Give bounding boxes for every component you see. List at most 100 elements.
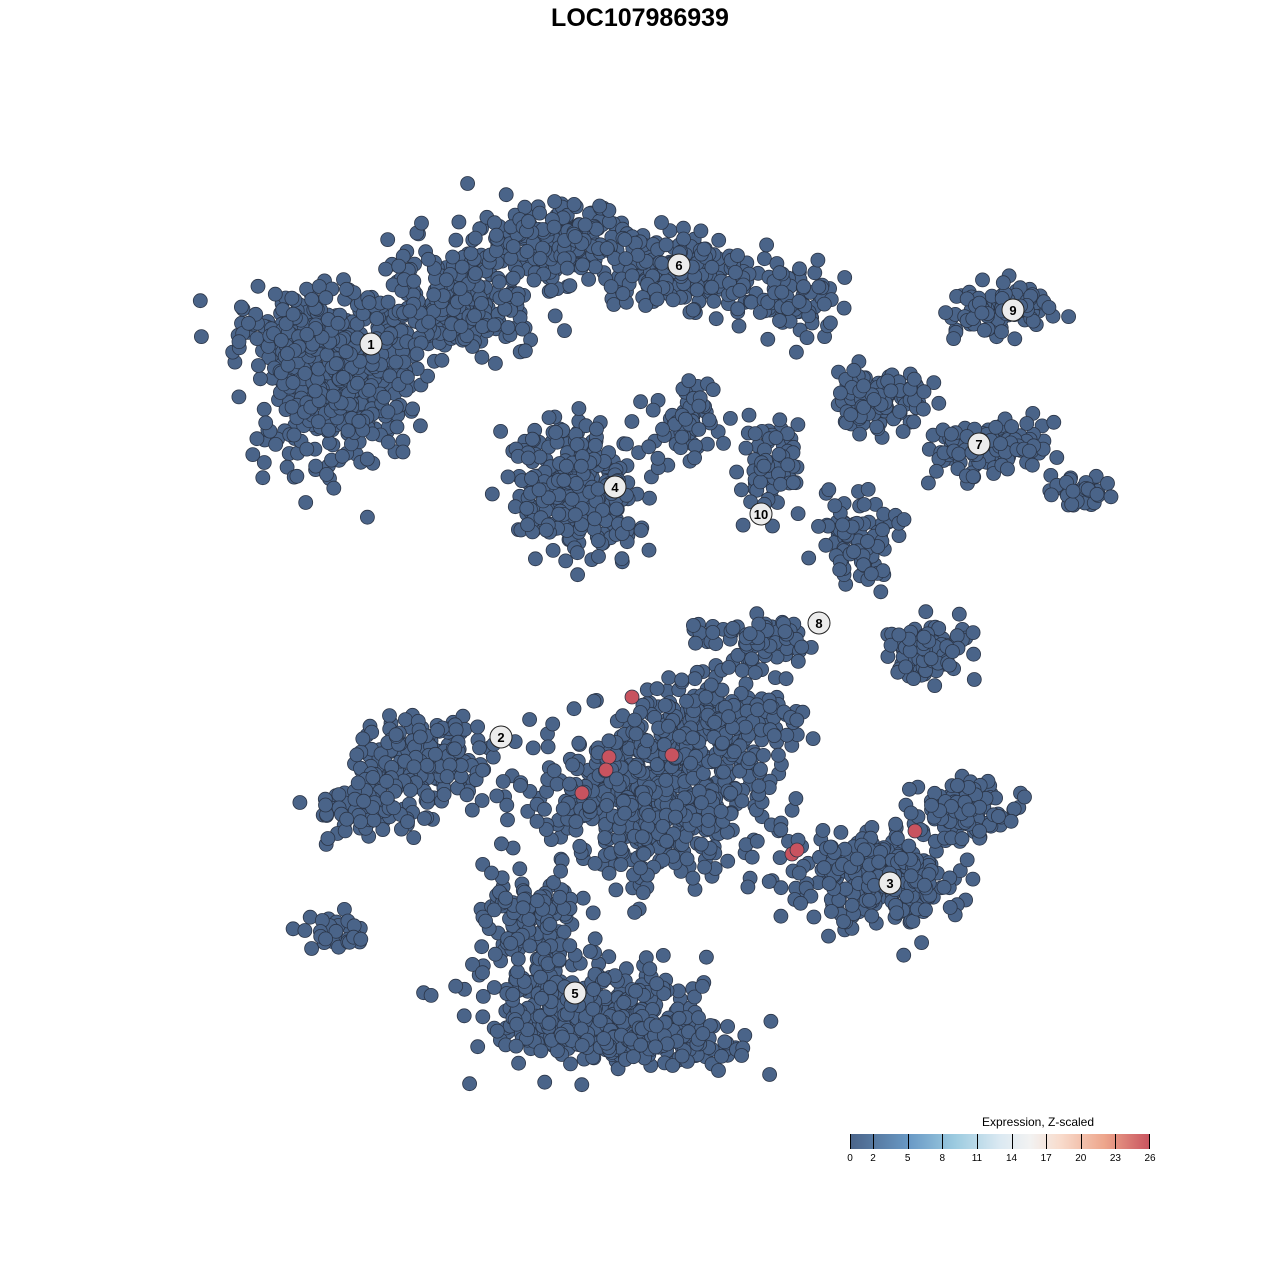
- cell-point: [500, 320, 516, 335]
- cell-point: [436, 787, 452, 802]
- cell-point: [773, 476, 788, 492]
- legend-tick-mark: [873, 1134, 875, 1149]
- cell-point: [546, 219, 562, 235]
- cell-point: [355, 731, 371, 747]
- cell-point: [467, 230, 483, 246]
- cell-point: [864, 908, 880, 924]
- cell-point: [397, 712, 413, 727]
- cell-point: [361, 295, 377, 311]
- cell-point: [883, 637, 899, 653]
- chart-title: LOC107986939: [551, 4, 729, 32]
- cell-point: [891, 627, 907, 643]
- cell-point: [447, 741, 463, 757]
- cell-point: [534, 991, 549, 1006]
- cell-point: [570, 545, 585, 561]
- cell-point: [744, 651, 760, 667]
- legend-tick-mark: [1011, 1134, 1013, 1149]
- cell-point: [601, 733, 617, 749]
- cluster-label: 8: [807, 611, 831, 635]
- cell-point: [730, 647, 746, 663]
- cell-point: [993, 436, 1008, 452]
- cell-point: [760, 331, 776, 347]
- cell-point: [304, 292, 320, 307]
- cell-point: [285, 375, 301, 390]
- cell-point: [567, 229, 583, 245]
- cell-point: [375, 822, 391, 837]
- cell-point: [860, 534, 875, 549]
- cell-point: [694, 795, 709, 811]
- cell-point: [420, 368, 436, 384]
- cell-point: [412, 729, 428, 745]
- cell-point: [756, 458, 772, 474]
- cell-point-high-expression: [601, 749, 617, 765]
- cell-point: [1049, 450, 1065, 465]
- cell-point: [498, 287, 514, 303]
- cell-point: [691, 421, 707, 437]
- cell-point: [687, 450, 702, 466]
- cell-point: [641, 439, 657, 455]
- cell-point: [409, 346, 425, 362]
- cell-point: [512, 861, 528, 877]
- cell-point: [705, 382, 721, 398]
- cell-point: [529, 893, 545, 909]
- cell-point: [896, 512, 912, 527]
- cell-point: [628, 983, 643, 999]
- cell-point: [658, 237, 674, 253]
- cell-point: [810, 252, 826, 268]
- legend-tick-label: 14: [1005, 1153, 1018, 1164]
- cell-point: [674, 429, 690, 445]
- cell-point: [655, 421, 670, 437]
- cell-point: [747, 665, 763, 680]
- cell-point: [318, 931, 334, 947]
- cell-point: [406, 759, 422, 775]
- cell-point: [311, 279, 327, 294]
- cell-point: [582, 944, 598, 959]
- cell-point: [731, 318, 747, 334]
- cell-point: [318, 797, 333, 813]
- cell-point: [617, 805, 633, 821]
- cell-point: [641, 808, 657, 823]
- cell-point: [793, 895, 808, 911]
- cell-point: [525, 740, 541, 756]
- legend-tick-mark: [1115, 1134, 1117, 1149]
- cell-point: [942, 900, 958, 915]
- cell-point: [1100, 475, 1115, 491]
- cell-point: [588, 437, 603, 453]
- cell-point: [448, 722, 464, 738]
- cluster-label: 1: [359, 332, 383, 356]
- cell-point: [757, 251, 772, 267]
- cell-point: [833, 385, 848, 401]
- cell-point: [304, 941, 320, 956]
- cell-point: [284, 399, 300, 415]
- cell-point: [768, 430, 784, 446]
- cell-point: [551, 952, 567, 968]
- cell-point: [599, 798, 615, 813]
- cell-point: [456, 1008, 472, 1024]
- cell-point: [462, 1076, 478, 1092]
- cell-point: [615, 286, 631, 302]
- cell-point: [566, 701, 582, 717]
- cell-point: [459, 787, 475, 803]
- cell-point: [597, 830, 613, 845]
- cell-point: [286, 427, 302, 443]
- cell-point: [518, 343, 533, 359]
- cell-point: [268, 436, 284, 452]
- cell-point: [636, 846, 652, 862]
- cell-point: [568, 814, 584, 830]
- cell-point: [351, 413, 367, 429]
- cell-point: [575, 257, 590, 273]
- cell-point: [339, 811, 355, 827]
- cell-point: [701, 813, 716, 828]
- cell-point: [1006, 801, 1022, 817]
- cell-point: [330, 315, 346, 331]
- cell-point: [416, 811, 432, 826]
- cell-point: [744, 849, 760, 865]
- cell-point: [903, 868, 919, 884]
- cell-point: [657, 698, 673, 713]
- cluster-label: 6: [667, 253, 691, 277]
- cell-point: [761, 874, 777, 889]
- cell-point: [484, 486, 500, 502]
- cell-point: [676, 231, 691, 247]
- cell-point: [452, 281, 468, 297]
